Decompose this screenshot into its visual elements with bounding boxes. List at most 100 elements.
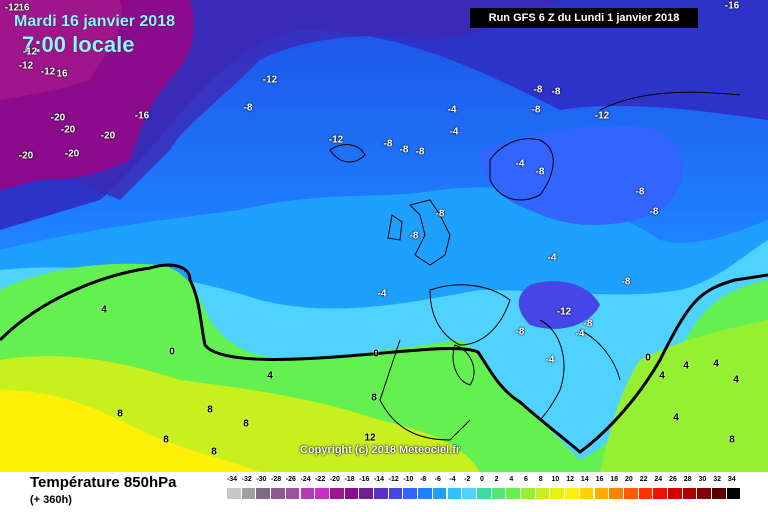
- contour-label: -12: [22, 46, 38, 58]
- scale-swatch: [417, 488, 432, 499]
- contour-label: -20: [100, 130, 116, 142]
- contour-label: -4: [547, 252, 557, 264]
- run-info: Run GFS 6 Z du Lundi 1 janvier 2018: [470, 8, 698, 28]
- scale-swatch: [255, 488, 271, 499]
- contour-label: -8: [531, 104, 541, 116]
- scale-tick-label: 10: [551, 476, 560, 483]
- scale-swatch: [490, 488, 506, 499]
- scale-tick-label: -22: [315, 476, 326, 483]
- contour-label: 0: [645, 352, 651, 364]
- scale-tick-label: -18: [344, 476, 355, 483]
- scale-swatch: [431, 488, 447, 499]
- contour-label: 8: [243, 418, 249, 430]
- contour-label: -8: [535, 166, 545, 178]
- contour-label: -8: [409, 230, 419, 242]
- scale-swatch: [240, 488, 256, 499]
- scale-swatch: [549, 488, 565, 499]
- scale-tick-label: 28: [683, 476, 692, 483]
- scale-tick-label: 12: [566, 476, 574, 483]
- temperature-map: [0, 0, 768, 472]
- scale-swatch: [328, 488, 344, 499]
- east-warm-field: [600, 320, 768, 472]
- scale-tick-label: -32: [241, 476, 252, 483]
- scale-swatch: [681, 488, 697, 499]
- contour-label: 8: [729, 434, 735, 446]
- contour-label: 0: [373, 348, 379, 360]
- contour-label: -12: [262, 74, 278, 86]
- scale-swatch: [711, 488, 726, 499]
- scale-swatch: [343, 488, 359, 499]
- contour-label: 4: [733, 374, 739, 386]
- scale-tick-label: 6: [524, 476, 528, 483]
- contour-label: -8: [583, 318, 593, 330]
- scale-swatch: [387, 488, 403, 499]
- contour-label: -8: [415, 146, 425, 158]
- contour-label: -12: [594, 110, 610, 122]
- scale-tick-label: 34: [727, 476, 736, 483]
- contour-label: 4: [683, 360, 689, 372]
- scale-swatch: [226, 488, 241, 499]
- contour-label: -4: [515, 158, 525, 170]
- contour-label: -8: [515, 326, 525, 338]
- warmest-field: [0, 390, 260, 472]
- scale-swatch: [534, 488, 550, 499]
- contour-label: 4: [659, 370, 665, 382]
- scale-tick-label: 26: [669, 476, 677, 483]
- contour-label: -4: [545, 354, 555, 366]
- scale-swatch: [314, 488, 329, 499]
- scale-tick-label: 32: [713, 476, 721, 483]
- contour-label: 12: [364, 432, 376, 444]
- contour-label: -12: [40, 66, 56, 78]
- footer: Température 850hPa (+ 360h) -34 -32 -30 -28…: [0, 472, 768, 512]
- scale-tick-label: 4: [509, 476, 514, 483]
- contour-label: -8: [635, 186, 645, 198]
- scale-tick-label: 16: [595, 476, 604, 483]
- contour-label: -8: [649, 206, 659, 218]
- contour-label: 4: [713, 358, 719, 370]
- scale-swatch: [402, 488, 418, 499]
- scale-tick-label: 2: [494, 476, 499, 483]
- parameter-title: Température 850hPa: [30, 474, 177, 491]
- contour-label: 8: [117, 408, 123, 420]
- scale-tick-label: -4: [449, 476, 456, 483]
- scale-swatch: [637, 488, 653, 499]
- scale-tick-label: 30: [698, 476, 707, 483]
- scale-swatch: [299, 488, 315, 499]
- contour-label: -12: [4, 2, 20, 14]
- scale-tick-label: -14: [373, 476, 385, 483]
- scale-tick-label: 20: [624, 476, 633, 483]
- scale-swatch: [622, 488, 638, 499]
- alps-cold: [518, 281, 600, 329]
- scale-swatch: [520, 488, 535, 499]
- contour-label: -8: [435, 208, 445, 220]
- scale-swatch: [725, 488, 741, 499]
- scale-swatch: [270, 488, 285, 499]
- contour-label: -12: [18, 60, 34, 72]
- scale-swatch: [284, 488, 300, 499]
- contour-label: -8: [551, 86, 561, 98]
- contour-label: 8: [163, 434, 169, 446]
- scale-swatch: [373, 488, 388, 499]
- map-canvas: [0, 0, 768, 472]
- contour-label: -4: [575, 328, 585, 340]
- contour-label: -8: [243, 102, 253, 114]
- scale-swatch: [475, 488, 491, 499]
- zero-isotherm: [0, 263, 768, 454]
- contour-label: 4: [267, 370, 273, 382]
- scale-swatch: [593, 488, 609, 499]
- contour-label: 8: [211, 446, 217, 458]
- contour-label: 16: [18, 2, 30, 14]
- scale-swatch: [667, 488, 682, 499]
- scale-tick-label: -6: [434, 476, 441, 483]
- contour-label: 16: [56, 68, 68, 80]
- contour-label: -8: [533, 84, 543, 96]
- scale-tick-label: -2: [464, 476, 471, 483]
- scale-swatch: [505, 488, 520, 499]
- scale-tick-label: -16: [359, 476, 370, 483]
- scale-tick-label: -12: [388, 476, 399, 483]
- contour-label: -12: [556, 306, 572, 318]
- contour-label: -12: [328, 134, 344, 146]
- scale-tick-label: -30: [256, 476, 267, 483]
- contour-label: -8: [399, 144, 409, 156]
- contour-label: -20: [18, 150, 34, 162]
